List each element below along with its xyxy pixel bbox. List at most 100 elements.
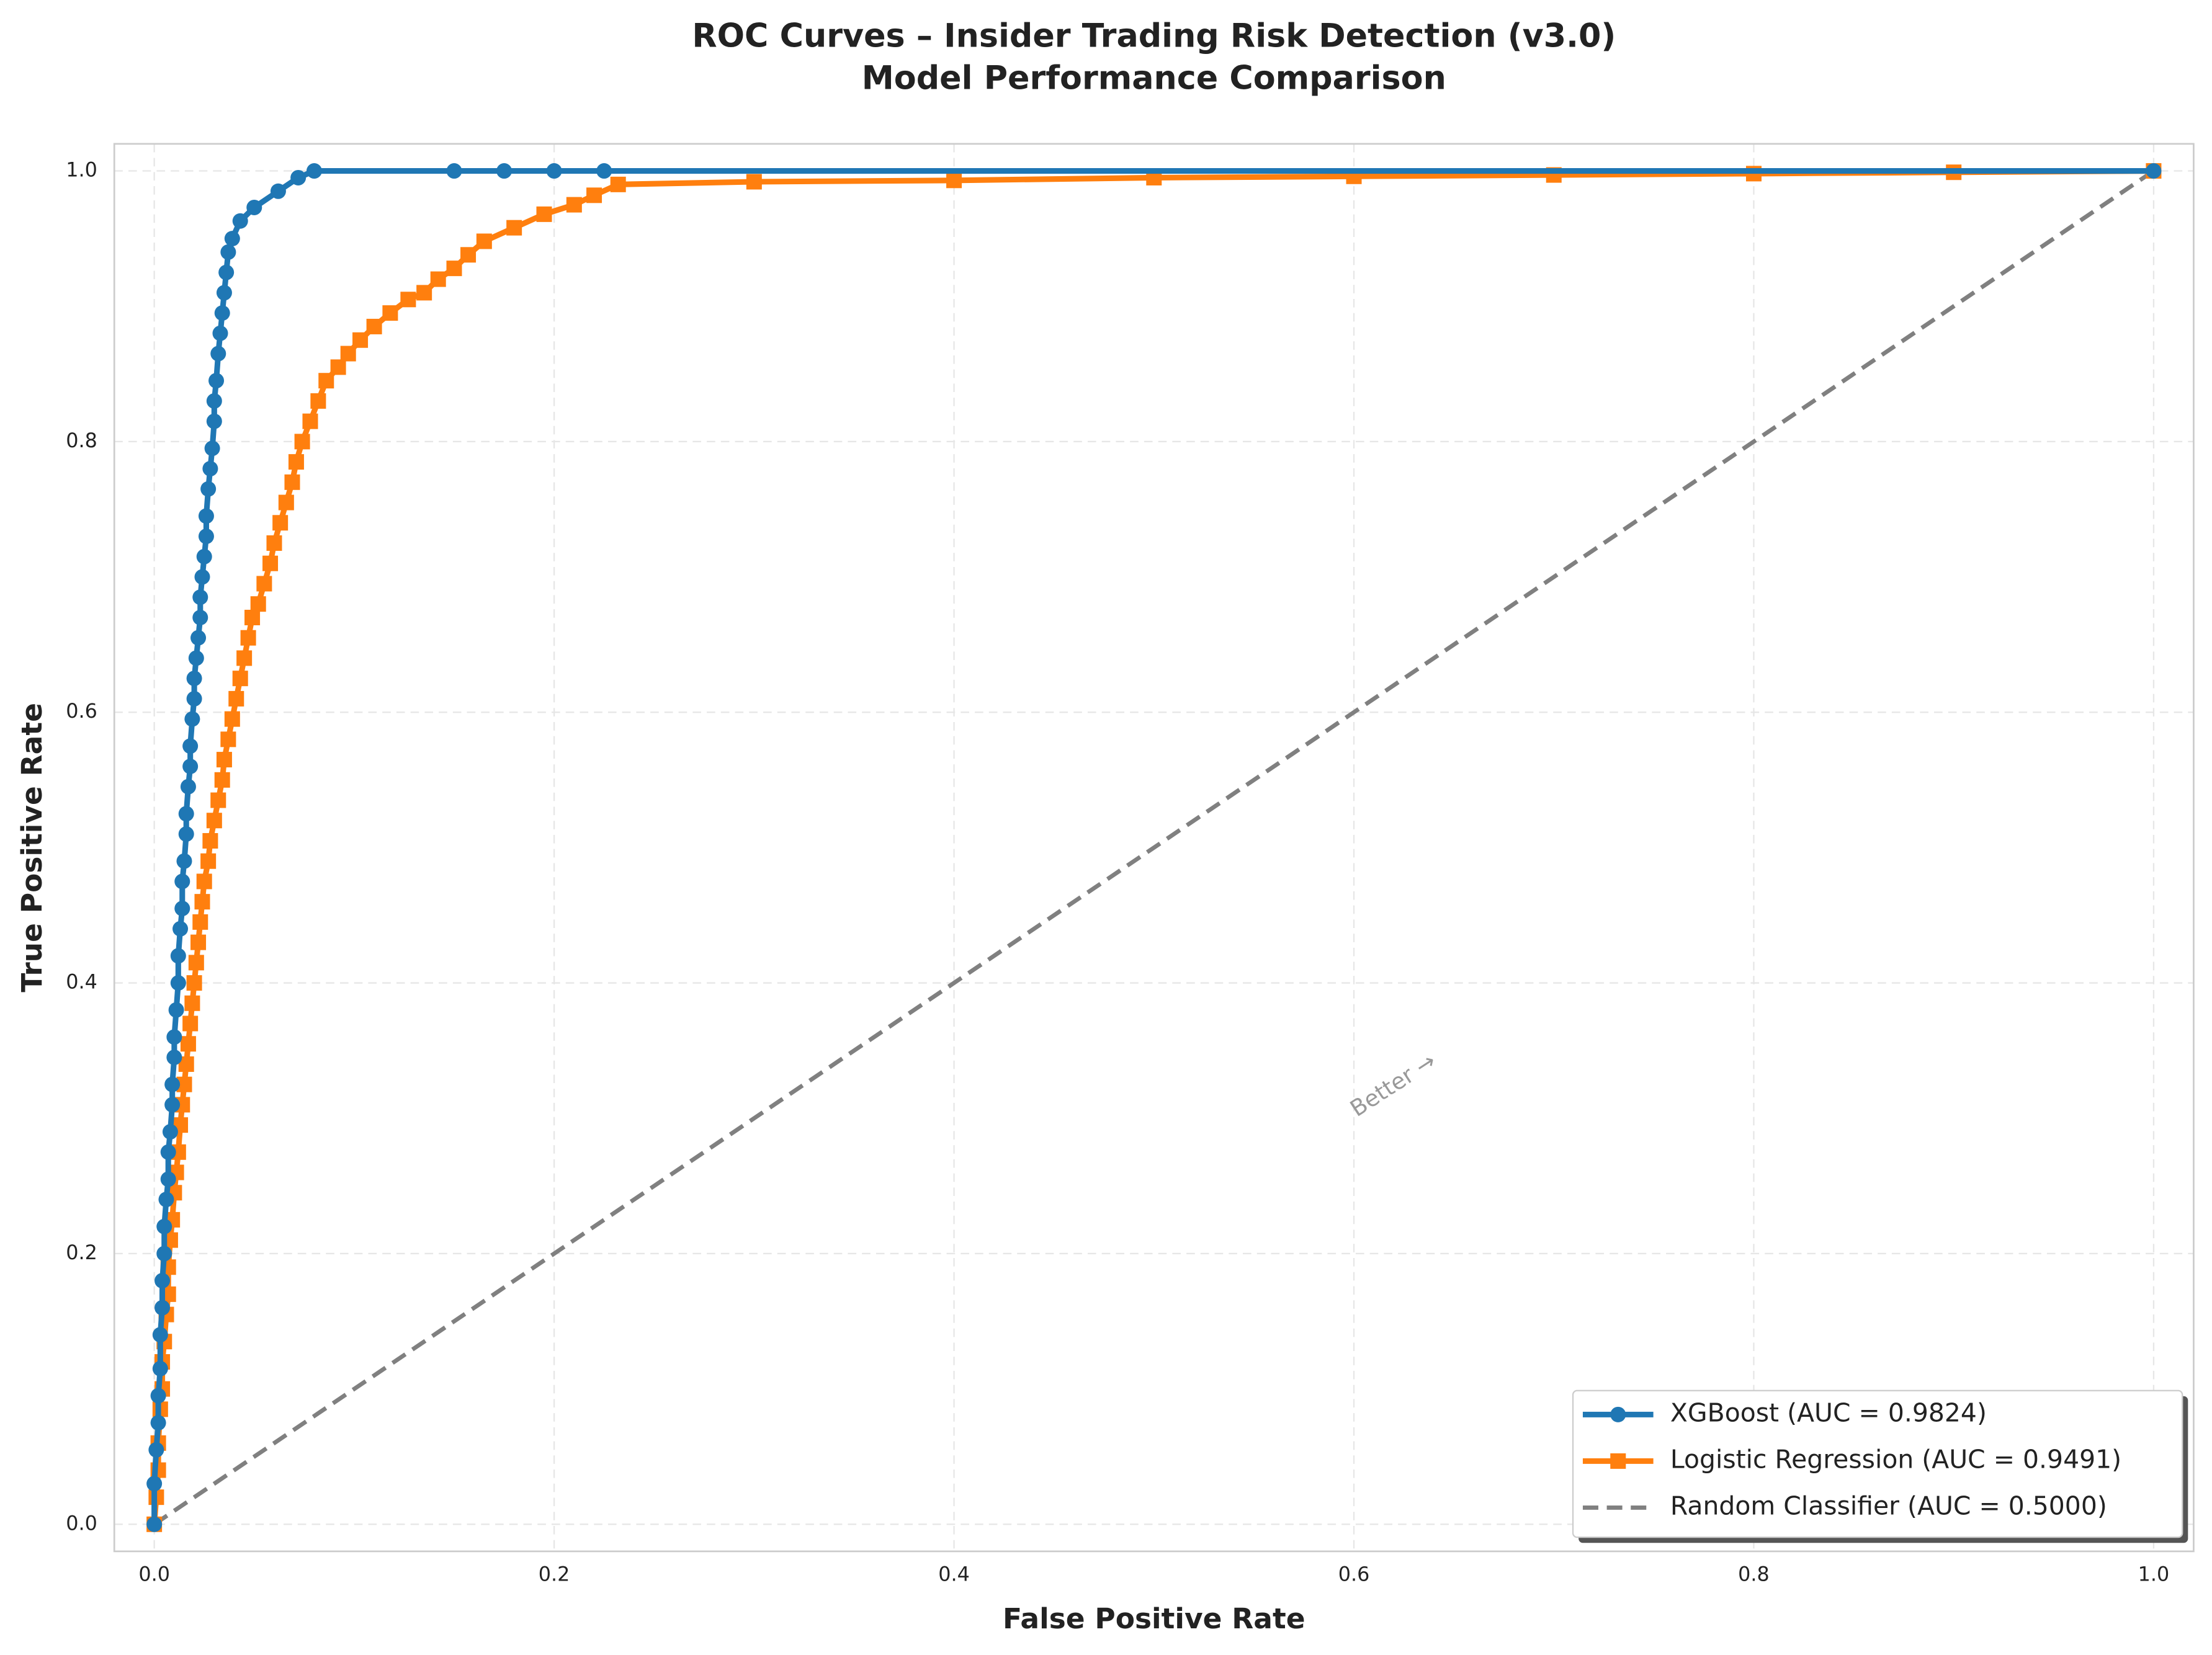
legend-label: Random Classifier (AUC = 0.5000) — [1670, 1491, 2107, 1520]
legend-label: XGBoost (AUC = 0.9824) — [1670, 1398, 1987, 1427]
marker — [174, 901, 190, 917]
marker — [196, 873, 212, 890]
marker — [746, 174, 762, 190]
marker — [946, 172, 962, 189]
y-tick-label: 1.0 — [66, 158, 97, 182]
marker — [164, 1076, 181, 1092]
marker — [206, 813, 222, 829]
marker — [216, 285, 232, 301]
marker — [162, 1124, 178, 1140]
marker — [196, 548, 212, 564]
marker — [310, 393, 326, 409]
marker — [536, 206, 552, 222]
marker — [166, 1050, 182, 1066]
x-tick-label: 0.0 — [138, 1563, 170, 1586]
x-tick-label: 0.4 — [938, 1563, 970, 1586]
marker — [566, 197, 582, 213]
marker — [446, 163, 462, 179]
marker — [290, 169, 307, 185]
marker — [160, 1171, 176, 1187]
marker — [352, 332, 369, 348]
marker — [200, 481, 217, 497]
marker — [186, 975, 202, 991]
marker — [232, 213, 248, 229]
marker — [188, 650, 204, 666]
marker — [340, 346, 356, 362]
marker — [154, 1273, 171, 1289]
marker — [172, 921, 189, 937]
marker — [366, 318, 382, 334]
marker — [194, 569, 210, 585]
marker — [194, 894, 210, 910]
marker — [430, 271, 446, 287]
series-line — [153, 169, 2155, 1527]
marker — [152, 1360, 168, 1376]
x-tick-label: 1.0 — [2138, 1563, 2170, 1586]
marker — [244, 610, 261, 626]
marker — [166, 1029, 182, 1045]
marker — [200, 853, 217, 869]
marker — [294, 434, 310, 450]
marker — [184, 711, 200, 727]
x-tick-label: 0.6 — [1338, 1563, 1370, 1586]
marker — [174, 873, 190, 890]
marker — [176, 853, 192, 869]
marker — [218, 264, 235, 280]
marker — [236, 650, 253, 666]
marker — [596, 163, 612, 179]
chart-title: ROC Curves – Insider Trading Risk Detect… — [692, 17, 1616, 55]
marker — [210, 792, 226, 808]
marker — [232, 671, 248, 687]
marker — [224, 231, 240, 247]
plot-frame — [113, 143, 2195, 1553]
marker — [160, 1144, 176, 1160]
marker — [146, 1516, 163, 1532]
marker — [204, 440, 220, 457]
marker — [288, 454, 304, 470]
marker — [192, 589, 208, 605]
marker — [270, 183, 286, 199]
marker — [302, 413, 318, 429]
marker — [202, 461, 218, 477]
marker — [180, 1036, 196, 1052]
marker — [202, 832, 218, 849]
marker — [182, 758, 199, 774]
marker — [546, 163, 562, 179]
x-tick-label: 0.2 — [539, 1563, 570, 1586]
marker — [190, 630, 207, 646]
marker — [156, 1246, 172, 1262]
chart-subtitle: Model Performance Comparison — [862, 60, 1446, 97]
marker — [460, 247, 477, 263]
marker — [214, 772, 230, 788]
marker — [184, 995, 200, 1011]
marker — [216, 752, 232, 768]
marker — [506, 220, 522, 236]
legend-box — [1572, 1390, 2183, 1538]
marker — [150, 1388, 166, 1404]
marker — [446, 261, 462, 277]
y-tick-label: 0.8 — [66, 429, 97, 452]
marker — [262, 555, 279, 571]
marker — [198, 508, 214, 524]
marker — [180, 778, 196, 795]
marker — [168, 1002, 184, 1018]
legend-label: Logistic Regression (AUC = 0.9491) — [1670, 1444, 2121, 1474]
marker — [182, 1015, 199, 1032]
y-axis-label: True Positive Rate — [16, 703, 48, 993]
marker — [318, 373, 334, 389]
marker — [178, 826, 194, 842]
marker — [148, 1442, 164, 1458]
marker — [382, 305, 398, 321]
legend-marker — [1610, 1453, 1626, 1469]
marker — [246, 199, 262, 215]
marker — [210, 346, 226, 362]
marker — [250, 596, 266, 612]
marker — [146, 1476, 163, 1492]
y-tick-label: 0.0 — [66, 1511, 97, 1535]
marker — [186, 690, 202, 707]
y-tick-label: 0.2 — [66, 1241, 97, 1264]
marker — [188, 955, 204, 971]
marker — [212, 325, 228, 341]
marker — [400, 292, 416, 308]
marker — [178, 806, 194, 822]
